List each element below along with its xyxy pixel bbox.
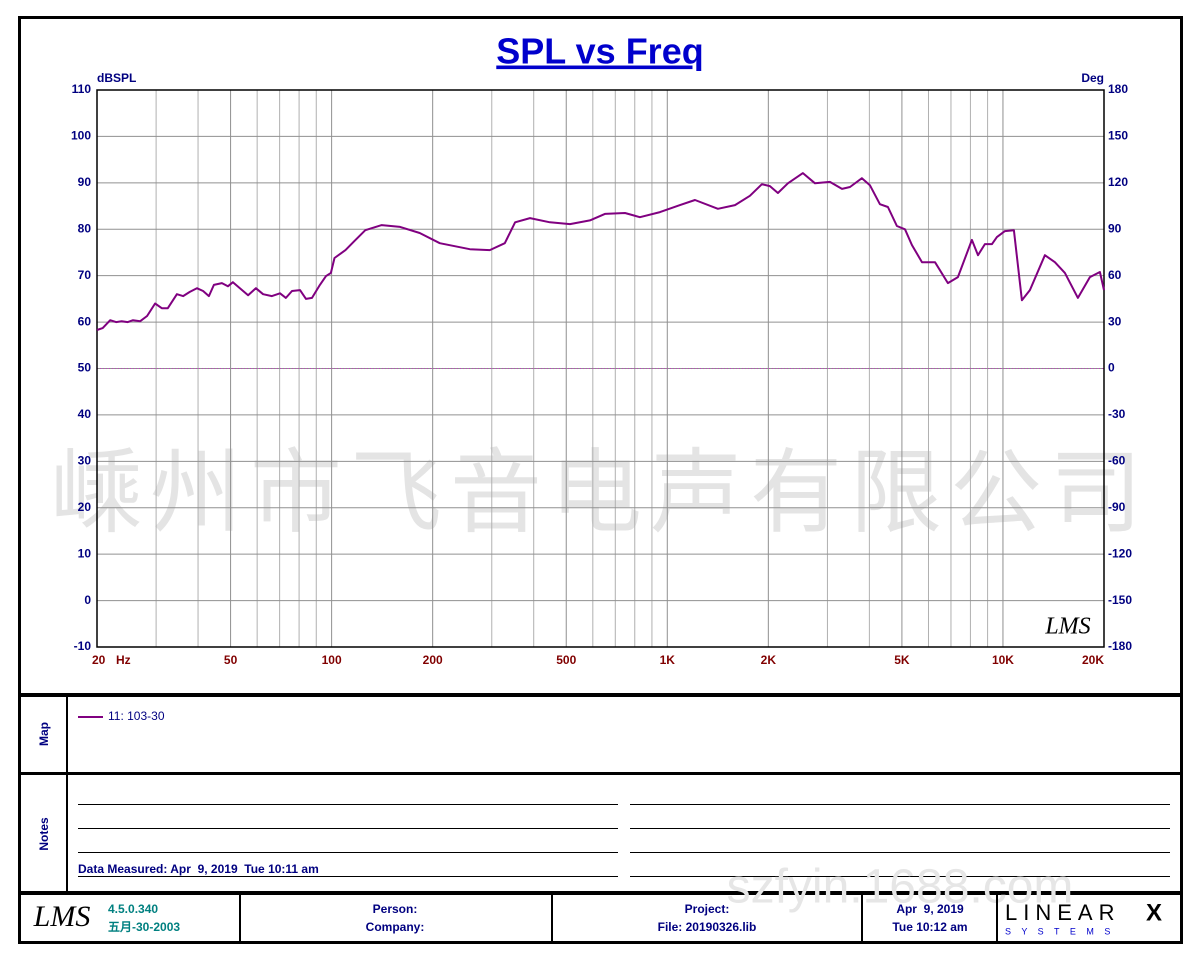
y-axis-label: dBSPL	[97, 71, 136, 85]
y2-tick-label: -60	[1108, 454, 1126, 468]
y2-tick-label: 0	[1108, 361, 1115, 375]
brand-sub: S Y S T E M S	[1005, 926, 1114, 936]
y2-tick-label: -150	[1108, 593, 1132, 607]
y-tick-label: 20	[78, 500, 92, 514]
y-tick-label: 70	[78, 268, 92, 282]
company: Company:	[366, 920, 425, 934]
y2-tick-label: -90	[1108, 500, 1126, 514]
y2-tick-label: -180	[1108, 639, 1132, 653]
x-tick-label: 10K	[992, 653, 1014, 667]
x-tick-label: 5K	[894, 653, 910, 667]
y-tick-label: 50	[78, 361, 92, 375]
x-tick-label: 20K	[1082, 653, 1104, 667]
y-tick-label: 0	[84, 593, 91, 607]
x-unit: Hz	[116, 653, 131, 667]
outer-frame	[18, 16, 1183, 944]
y2-tick-label: 60	[1108, 268, 1122, 282]
y-tick-label: 110	[72, 82, 92, 96]
y-tick-label: 40	[78, 407, 92, 421]
y-tick-label: 80	[78, 221, 92, 235]
footer-dividers	[239, 895, 998, 941]
legend-label: 11: 103-30	[108, 709, 165, 723]
y2-tick-label: -30	[1108, 407, 1126, 421]
y2-tick-label: -120	[1108, 546, 1132, 560]
y2-tick-label: 150	[1108, 129, 1128, 143]
time: Tue 10:12 am	[892, 920, 967, 934]
note-lines	[78, 804, 1170, 877]
watermark: 嵊州市飞音电声有限公司	[50, 442, 1150, 544]
person: Person:	[373, 902, 418, 916]
y-tick-label: -10	[74, 639, 92, 653]
logo: LMS	[1044, 614, 1090, 640]
data-measured: Data Measured: Apr 9, 2019 Tue 10:11 am	[78, 862, 319, 876]
y-tick-label: 100	[71, 129, 91, 143]
brand: LINEAR	[1005, 900, 1120, 925]
x-tick-label: 500	[556, 653, 576, 667]
footer-logo: LMS	[33, 900, 91, 933]
brand-x: X	[1146, 899, 1162, 926]
plot-frame	[96, 89, 1105, 648]
x-tick-label: 50	[224, 653, 238, 667]
series-line	[96, 172, 1105, 331]
y-tick-label: 60	[78, 314, 92, 328]
y2-tick-label: 180	[1108, 82, 1128, 96]
build-date: 五月-30-2003	[108, 920, 180, 934]
y-tick-label: 30	[78, 454, 92, 468]
y2-tick-label: 120	[1108, 175, 1128, 189]
watermark: szfyin.1688.com	[727, 861, 1074, 914]
notes-label: Notes	[37, 817, 51, 851]
x-tick-label: 2K	[761, 653, 777, 667]
x-tick-label: 1K	[660, 653, 676, 667]
x-tick-label: 200	[423, 653, 443, 667]
project: Project:	[685, 902, 730, 916]
y2-tick-label: 90	[1108, 221, 1122, 235]
version: 4.5.0.340	[108, 902, 158, 916]
y2-axis-label: Deg	[1081, 71, 1104, 85]
y-tick-label: 90	[78, 175, 92, 189]
date: Apr 9, 2019	[896, 902, 964, 916]
chart-title: SPL vs Freq	[496, 31, 703, 72]
file: File: 20190326.lib	[658, 920, 757, 934]
x-tick-label: 100	[322, 653, 342, 667]
y2-tick-label: 30	[1108, 314, 1122, 328]
map-label: Map	[37, 722, 51, 746]
x-tick-label: 20	[92, 653, 106, 667]
y-tick-label: 10	[78, 546, 92, 560]
